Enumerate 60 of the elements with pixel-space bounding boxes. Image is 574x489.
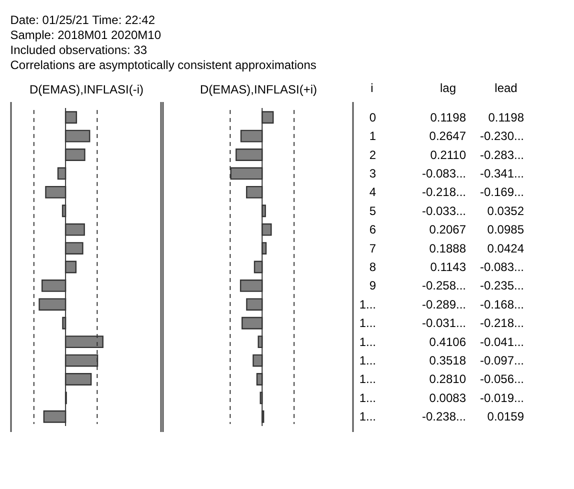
data-label: -0.033... <box>422 204 466 218</box>
data-label: -0.169... <box>480 185 524 200</box>
text: Correlations are asymptotically consistent approximations <box>10 58 316 72</box>
x-axis-title: D(EMAS),INFLASI(-i) <box>30 82 144 96</box>
category-label: 1... <box>359 354 376 368</box>
text: lead <box>494 81 518 95</box>
y-axis-title: i <box>370 81 374 95</box>
category-label: 5 <box>369 204 376 218</box>
data-label: -0.238... <box>422 410 466 424</box>
category-label: 1... <box>359 297 376 312</box>
data-label: -0.031... <box>422 316 466 330</box>
data-label: 0.2810 <box>429 372 466 386</box>
text: lag <box>440 81 456 95</box>
data-label: 0.0083 <box>429 390 466 405</box>
data-label: 0.2067 <box>429 222 466 237</box>
data-label: -0.283... <box>480 148 524 162</box>
text: Included observations: 33 <box>10 43 148 57</box>
category-label: 2 <box>369 148 376 162</box>
data-label: 0.0985 <box>487 222 524 237</box>
data-label: -0.258... <box>422 278 466 293</box>
category-label: 1... <box>359 372 376 386</box>
data-label: -0.341... <box>480 166 524 180</box>
data-label: -0.083... <box>422 166 466 180</box>
data-label: -0.218... <box>480 316 524 330</box>
data-label: 0.2647 <box>429 129 466 144</box>
data-label: -0.019... <box>480 390 524 405</box>
x-axis-title: D(EMAS),INFLASI(+i) <box>200 82 318 96</box>
data-label: 0.0424 <box>487 241 524 256</box>
category-label: 1 <box>369 129 376 144</box>
category-label: 7 <box>369 241 376 256</box>
category-label: 8 <box>369 260 376 274</box>
data-label: -0.168... <box>480 297 524 312</box>
category-label: 9 <box>369 278 376 293</box>
category-label: 6 <box>369 222 376 237</box>
category-label: 1... <box>359 390 376 405</box>
data-label: 0.4106 <box>429 334 466 349</box>
category-label: 1... <box>359 334 376 349</box>
data-label: -0.056... <box>480 372 524 386</box>
data-label: 0.1198 <box>430 110 466 124</box>
data-label: 0.0159 <box>487 410 524 424</box>
category-label: 1... <box>359 410 376 424</box>
data-label: -0.097... <box>480 354 524 368</box>
category-label: 3 <box>369 166 376 180</box>
text: Sample: 2018M01 2020M10 <box>10 28 162 42</box>
data-label: -0.083... <box>480 260 524 274</box>
data-label: -0.230... <box>480 129 524 144</box>
category-label: 1... <box>359 316 376 330</box>
category-label: 0 <box>369 110 376 124</box>
data-label: 0.0352 <box>487 204 524 218</box>
data-label: 0.1198 <box>488 110 524 124</box>
data-label: 0.3518 <box>429 354 466 368</box>
data-label: 0.1888 <box>429 241 466 256</box>
data-label: -0.218... <box>422 185 466 200</box>
data-label: 0.2110 <box>430 148 466 162</box>
chart-title: Date: 01/25/21 Time: 22:42 <box>10 13 156 27</box>
data-label: 0.1143 <box>430 260 466 274</box>
data-label: -0.041... <box>480 334 524 349</box>
data-label: -0.289... <box>422 297 466 312</box>
data-label: -0.235... <box>480 278 524 293</box>
category-label: 4 <box>369 185 376 200</box>
